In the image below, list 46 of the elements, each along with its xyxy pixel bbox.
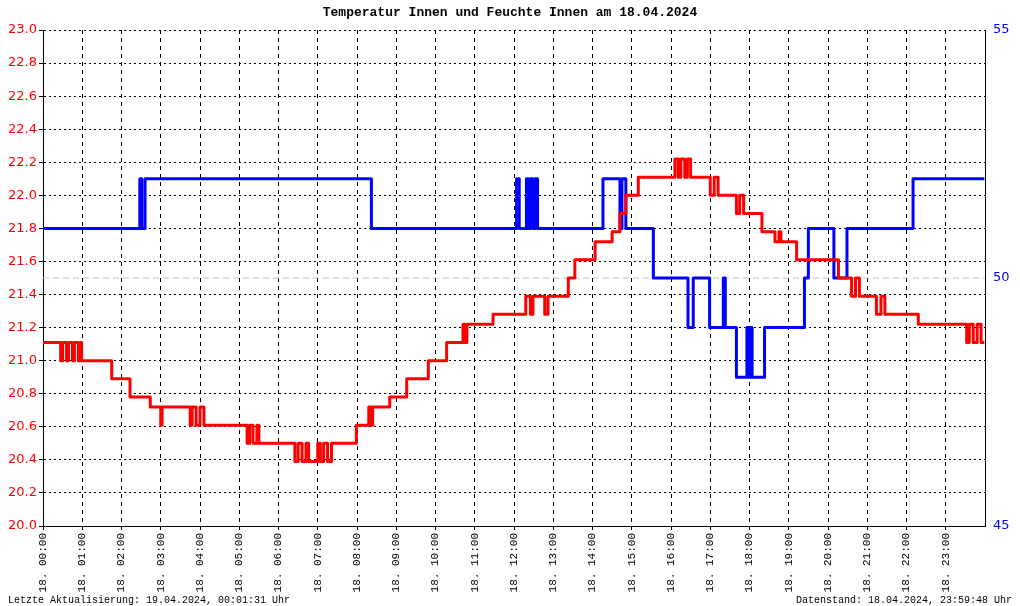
x-tick-label: 18. 07:00 <box>311 533 324 593</box>
x-tick-label: 18. 06:00 <box>272 533 285 593</box>
x-tick-label: 18. 21:00 <box>861 533 874 593</box>
x-tick-label: 18. 09:00 <box>390 533 403 593</box>
x-tick-label: 18. 10:00 <box>429 533 442 593</box>
text: Letzte Aktualisierung: 19.04.2024, 00:01:31 Uhr <box>8 595 291 606</box>
x-tick-label: 18. 22:00 <box>900 533 913 593</box>
x-tick-label: 18. 16:00 <box>664 533 677 593</box>
x-tick-label: 18. 18:00 <box>743 533 756 593</box>
x-tick-label: 18. 13:00 <box>547 533 560 593</box>
y-tick-label: 22.6 <box>8 87 37 103</box>
y2-tick-label: 45 <box>993 517 1010 533</box>
x-tick-label: 18. 12:00 <box>507 533 520 593</box>
x-tick-label: 18. 05:00 <box>233 533 246 593</box>
x-tick-label: 18. 19:00 <box>782 533 795 593</box>
x-tick-label: 18. 11:00 <box>468 533 481 593</box>
x-tick-label: 18. 08:00 <box>350 533 363 593</box>
y-tick-label: 21.2 <box>8 318 37 334</box>
y2-tick-label: 55 <box>993 21 1010 37</box>
y-tick-label: 21.6 <box>8 252 37 268</box>
y-tick-label: 23.0 <box>8 21 37 37</box>
x-tick-label: 18. 20:00 <box>821 533 834 593</box>
x-tick-label: 18. 04:00 <box>193 533 206 593</box>
x-tick-label: 18. 00:00 <box>36 533 49 593</box>
x-tick-label: 18. 01:00 <box>76 533 89 593</box>
x-tick-label: 18. 17:00 <box>704 533 717 593</box>
y-tick-label: 20.2 <box>8 484 37 500</box>
y-tick-label: 22.4 <box>8 120 37 136</box>
y-tick-label: 22.8 <box>8 54 37 70</box>
y-tick-label: 22.2 <box>8 153 37 169</box>
x-tick-label: 18. 14:00 <box>586 533 599 593</box>
x-tick-label: 18. 02:00 <box>115 533 128 593</box>
x-tick-label: 18. 03:00 <box>154 533 167 593</box>
y-tick-label: 20.6 <box>8 418 37 434</box>
y-tick-label: 20.4 <box>8 451 37 467</box>
y-tick-label: 21.4 <box>8 285 37 301</box>
y-tick-label: 20.0 <box>8 517 37 533</box>
y2-tick-label: 50 <box>993 269 1010 285</box>
y-tick-label: 20.8 <box>8 385 37 401</box>
text: Datenstand: 18.04.2024, 23:59:48 Uhr <box>795 595 1012 606</box>
y-tick-label: 21.8 <box>8 219 37 235</box>
y-tick-label: 22.0 <box>8 186 37 202</box>
y-tick-label: 21.0 <box>8 352 37 368</box>
chart-title: Temperatur Innen und Feuchte Innen am 18.04.2024 <box>322 5 698 20</box>
x-tick-label: 18. 23:00 <box>939 533 952 593</box>
x-tick-label: 18. 15:00 <box>625 533 638 593</box>
